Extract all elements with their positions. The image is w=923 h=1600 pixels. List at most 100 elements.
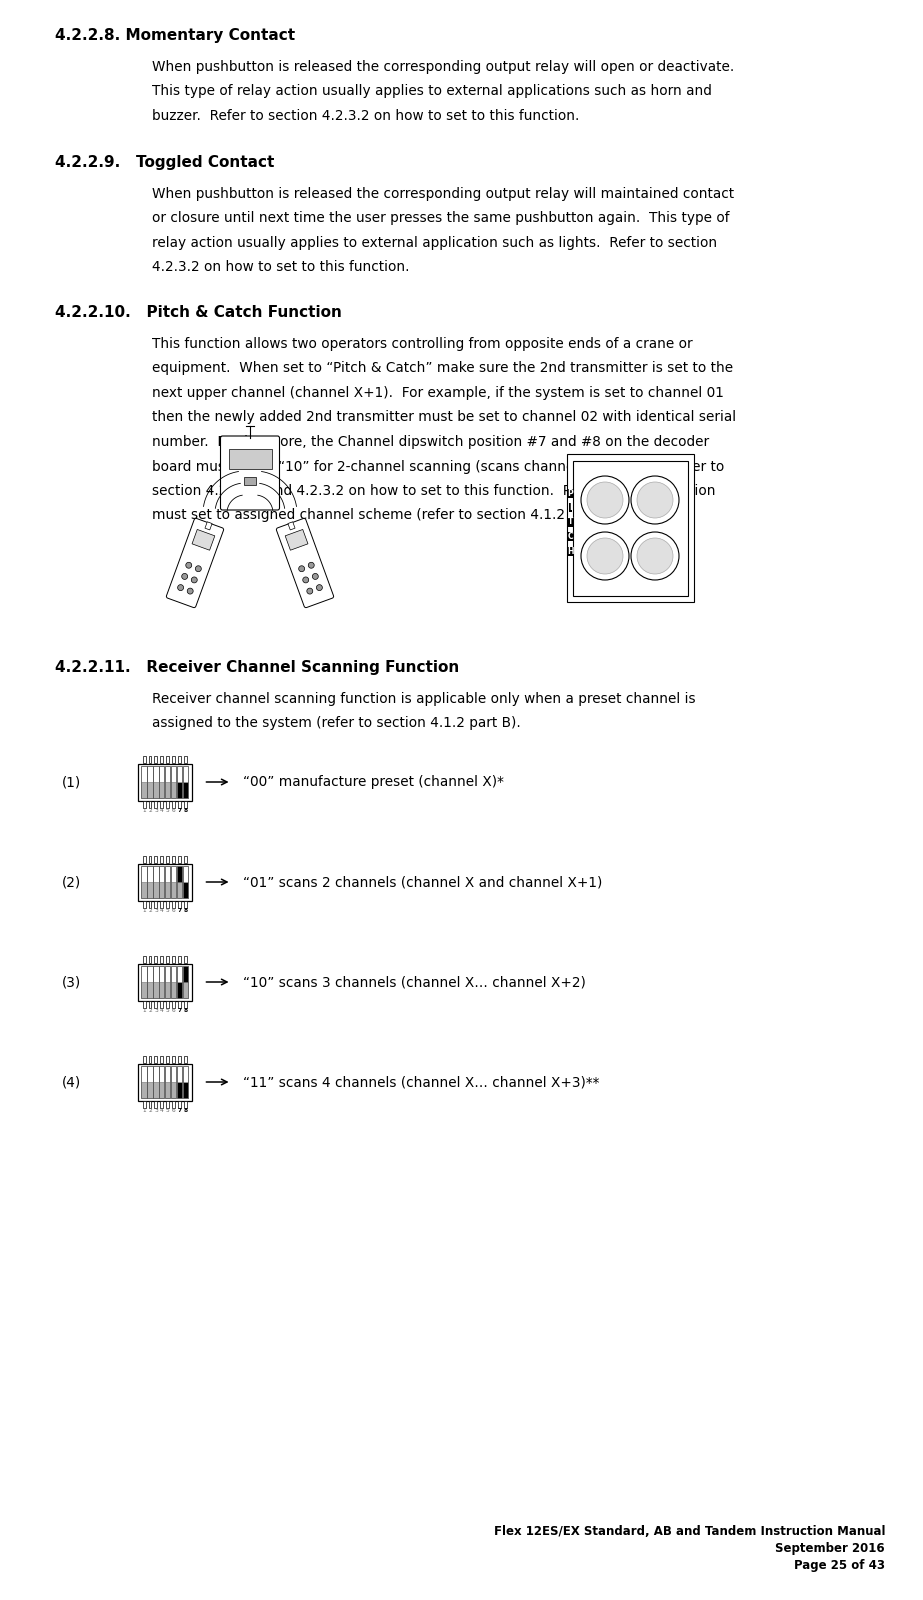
Text: section 4.2.2.11 and 4.2.3.2 on how to set to this function.  Pitch & Catch func: section 4.2.2.11 and 4.2.3.2 on how to s… [152, 483, 715, 498]
Circle shape [581, 531, 629, 579]
Bar [148, 1066, 152, 1082]
Bar [159, 866, 164, 882]
Bar [161, 901, 163, 907]
Text: 3: 3 [154, 808, 158, 813]
Text: 8: 8 [184, 909, 187, 914]
Text: 1: 1 [142, 808, 146, 813]
Bar [141, 1066, 147, 1098]
Bar [143, 901, 146, 907]
Text: 6: 6 [172, 808, 175, 813]
Bar [153, 966, 159, 998]
Bar [171, 866, 176, 898]
Bar [165, 982, 171, 998]
Text: assigned to the system (refer to section 4.1.2 part B).: assigned to the system (refer to section… [152, 717, 521, 731]
FancyBboxPatch shape [221, 435, 280, 510]
Circle shape [306, 589, 313, 594]
Circle shape [186, 562, 192, 568]
Bar [143, 1002, 146, 1008]
Bar [159, 882, 164, 898]
Text: 4: 4 [160, 808, 163, 813]
Bar [143, 757, 146, 763]
Text: 6: 6 [172, 1008, 175, 1013]
Bar [171, 766, 176, 798]
Bar [153, 766, 159, 782]
Text: (4): (4) [62, 1075, 81, 1090]
Bar [177, 966, 182, 998]
Bar [166, 957, 169, 963]
Bar [159, 1066, 164, 1082]
Text: must set to assigned channel scheme (refer to section 4.1.2 part B).: must set to assigned channel scheme (ref… [152, 509, 621, 523]
Bar [138, 763, 191, 800]
Bar [177, 782, 182, 798]
Bar [153, 1066, 159, 1082]
Text: board must set to “10” for 2-channel scanning (scans channel 01 and 02).  Refer : board must set to “10” for 2-channel sca… [152, 459, 725, 474]
Bar [165, 866, 171, 882]
Text: “11” scans 4 channels (channel X… channel X+3)**: “11” scans 4 channels (channel X… channe… [244, 1075, 600, 1090]
Bar [178, 1101, 181, 1107]
Bar [183, 1082, 188, 1098]
Bar [178, 757, 181, 763]
Bar [154, 1002, 157, 1008]
Text: number.  Furthermore, the Channel dipswitch position #7 and #8 on the decoder: number. Furthermore, the Channel dipswit… [152, 435, 709, 450]
Bar [153, 882, 159, 898]
Bar [149, 856, 151, 862]
Bar [149, 757, 151, 763]
Bar [149, 1101, 151, 1107]
Bar [165, 766, 171, 782]
Bar [183, 966, 188, 982]
Bar [177, 882, 182, 898]
Circle shape [191, 578, 198, 582]
Bar [154, 901, 157, 907]
Bar [165, 1066, 171, 1082]
Bar [166, 1056, 169, 1062]
Bar [183, 866, 188, 882]
Text: 5: 5 [166, 808, 170, 813]
Bar [572, 461, 688, 595]
Bar [177, 866, 182, 882]
Bar [173, 901, 175, 907]
Bar [153, 982, 159, 998]
Bar [141, 1066, 147, 1082]
FancyBboxPatch shape [166, 518, 223, 608]
Text: 4.2.2.11.   Receiver Channel Scanning Function: 4.2.2.11. Receiver Channel Scanning Func… [55, 659, 460, 675]
Bar [166, 856, 169, 862]
Text: 5: 5 [166, 909, 170, 914]
Circle shape [631, 477, 679, 525]
Bar [141, 766, 147, 798]
Bar [171, 866, 176, 882]
Text: 7: 7 [177, 808, 182, 813]
Circle shape [317, 584, 322, 590]
Bar [166, 1002, 169, 1008]
Text: 8: 8 [184, 1109, 187, 1114]
Bar [138, 864, 191, 901]
Bar [178, 1002, 181, 1008]
Text: 8: 8 [184, 1008, 187, 1013]
Bar [178, 856, 181, 862]
Bar [159, 966, 164, 982]
Bar [165, 1066, 171, 1098]
Bar [149, 802, 151, 808]
Text: 1: 1 [142, 1109, 146, 1114]
Bar [173, 957, 175, 963]
Bar [183, 866, 188, 898]
Text: 3: 3 [154, 1109, 158, 1114]
Text: This function allows two operators controlling from opposite ends of a crane or: This function allows two operators contr… [152, 338, 692, 350]
Bar [148, 966, 152, 982]
Bar [178, 1056, 181, 1062]
Text: 4.2.3.2 on how to set to this function.: 4.2.3.2 on how to set to this function. [152, 261, 410, 275]
Text: 7: 7 [177, 1109, 182, 1114]
Text: September 2016: September 2016 [775, 1542, 885, 1555]
Text: 4: 4 [160, 1109, 163, 1114]
Text: 2: 2 [148, 1109, 152, 1114]
Bar [229, 450, 271, 469]
Bar [141, 882, 147, 898]
Text: 5: 5 [166, 1109, 170, 1114]
Bar [192, 530, 215, 550]
Bar [154, 757, 157, 763]
Bar [154, 957, 157, 963]
Circle shape [631, 531, 679, 579]
Bar [171, 1066, 176, 1098]
Bar [165, 866, 171, 898]
Text: 4.2.2.8. Momentary Contact: 4.2.2.8. Momentary Contact [55, 27, 295, 43]
Text: 4: 4 [160, 1008, 163, 1013]
